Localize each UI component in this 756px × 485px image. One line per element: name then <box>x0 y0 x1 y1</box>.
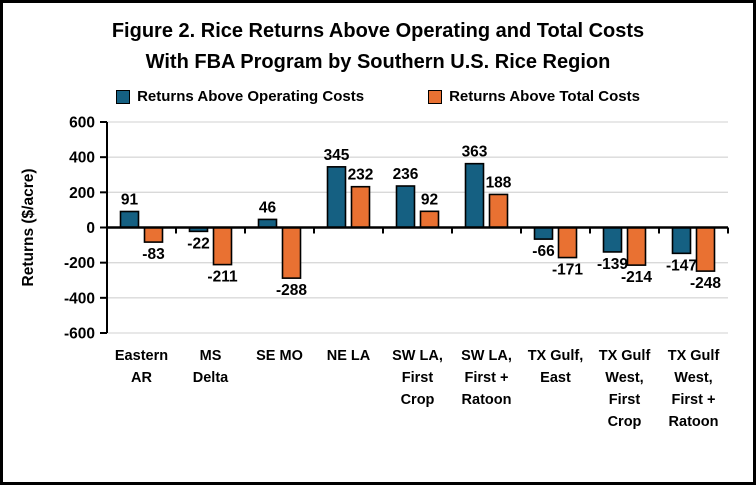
legend-item-operating-costs: Returns Above Operating Costs <box>116 88 364 105</box>
bar-value-label: 92 <box>421 191 438 208</box>
x-category-label: SW LA, First + Ratoon <box>461 348 512 408</box>
bar-value-label: -211 <box>207 269 238 286</box>
legend-swatch-orange-icon <box>428 89 443 104</box>
y-tick-label: 200 <box>69 185 95 202</box>
legend-label-total-costs: Returns Above Total Costs <box>449 88 640 105</box>
bar-chart-plot: -600 -400 -200 0 200 400 600 Returns ($/acre) 91… <box>20 115 729 430</box>
bar <box>326 166 347 229</box>
bar <box>419 210 440 229</box>
bar-value-label: -83 <box>142 246 165 263</box>
chart-title: Figure 2. Rice Returns Above Operating a… <box>3 16 753 78</box>
x-category-label: TX Gulf West, First + Ratoon <box>668 348 720 430</box>
bar-value-label: 91 <box>121 191 139 208</box>
bar <box>671 226 692 255</box>
bar-value-label: 46 <box>259 199 277 216</box>
bar <box>395 185 416 229</box>
y-axis-title: Returns ($/acre) <box>20 168 37 286</box>
bar <box>488 193 509 229</box>
chart-title-line-1: Figure 2. Rice Returns Above Operating a… <box>111 20 645 42</box>
x-category-label: SW LA, First Crop <box>392 348 443 408</box>
bar <box>281 226 302 279</box>
x-category-label: TX Gulf, East <box>528 348 584 386</box>
legend-item-total-costs: Returns Above Total Costs <box>428 88 640 105</box>
y-tick-label: -200 <box>64 255 95 272</box>
y-tick-label: 400 <box>69 150 95 167</box>
x-category-label: TX Gulf West, First Crop <box>599 348 651 430</box>
bar-value-label: -147 <box>666 257 697 274</box>
bar-value-label: -214 <box>621 269 652 286</box>
bar <box>464 162 485 229</box>
bar-value-label: -22 <box>187 235 209 252</box>
bar-value-label: 363 <box>462 144 488 161</box>
y-tick-label: 600 <box>69 115 95 132</box>
bar <box>350 185 371 229</box>
bar <box>626 226 647 266</box>
bar-value-label: 188 <box>486 174 512 191</box>
x-category-label: Eastern AR <box>115 348 168 386</box>
bar <box>212 226 233 266</box>
bar <box>695 226 716 272</box>
bar-value-label: -171 <box>552 262 583 279</box>
y-tick-label: -400 <box>64 290 95 307</box>
bar <box>533 226 554 240</box>
y-tick-label: -600 <box>64 326 95 343</box>
legend-label-operating-costs: Returns Above Operating Costs <box>137 88 365 105</box>
bar <box>602 226 623 253</box>
chart-title-line-2: With FBA Program by Southern U.S. Rice R… <box>145 51 611 73</box>
bar-value-label: 232 <box>348 167 374 184</box>
bar-value-label: -66 <box>532 243 555 260</box>
y-tick-label: 0 <box>86 220 95 237</box>
bar-value-label: 345 <box>324 147 350 164</box>
bar <box>557 226 578 259</box>
bar-value-label: -248 <box>690 275 721 292</box>
bar <box>119 210 140 229</box>
bar <box>143 226 164 243</box>
chart-legend: Returns Above Operating Costs Returns Ab… <box>3 88 753 105</box>
x-category-label: NE LA <box>327 348 371 364</box>
bar-value-label: -288 <box>276 282 307 299</box>
x-category-label: SE MO <box>256 348 303 364</box>
x-category-label: MS Delta <box>193 348 229 386</box>
legend-swatch-blue-icon <box>116 89 131 104</box>
bar-value-label: -139 <box>597 256 628 273</box>
bar-value-label: 236 <box>393 166 419 183</box>
